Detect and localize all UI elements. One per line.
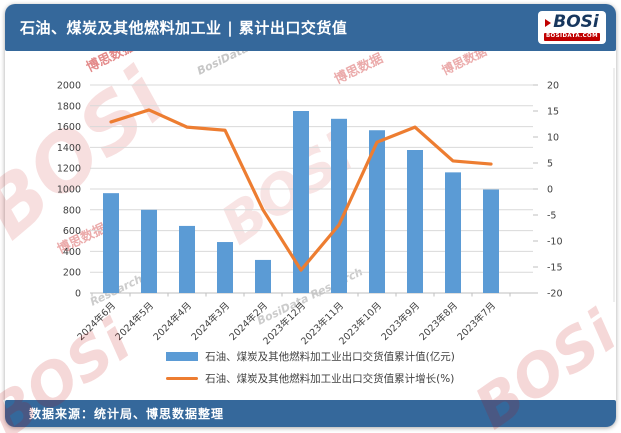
svg-text:-15: -15	[547, 263, 563, 274]
svg-text:200: 200	[63, 268, 81, 279]
bosi-logo-text: BOSi	[544, 14, 600, 31]
svg-text:2024年4月: 2024年4月	[151, 300, 194, 343]
legend-swatch-line	[166, 376, 199, 381]
svg-text:2023年9月: 2023年9月	[379, 300, 422, 343]
svg-text:15: 15	[547, 107, 559, 118]
svg-text:10: 10	[547, 133, 559, 144]
bosi-logo-site: BOSIDATA.COM	[543, 33, 600, 41]
svg-text:1400: 1400	[57, 143, 81, 154]
page-title: 石油、煤炭及其他燃料加工业 | 累计出口交货值	[20, 19, 348, 37]
svg-text:600: 600	[63, 226, 81, 237]
svg-text:800: 800	[63, 205, 81, 216]
svg-text:2023年8月: 2023年8月	[417, 300, 460, 343]
svg-text:1200: 1200	[57, 164, 81, 175]
svg-text:400: 400	[63, 247, 81, 258]
svg-text:-5: -5	[547, 211, 556, 222]
svg-text:2023年7月: 2023年7月	[455, 300, 498, 343]
data-source-text: 数据来源：统计局、博思数据整理	[29, 407, 225, 421]
svg-text:-10: -10	[547, 237, 563, 248]
svg-text:1000: 1000	[57, 185, 81, 196]
footer-bar: 数据来源：统计局、博思数据整理	[5, 400, 616, 427]
logo-triangle-icon	[545, 18, 552, 27]
svg-text:0: 0	[547, 185, 553, 196]
legend-label-line-series: 石油、煤炭及其他燃料加工业出口交货值累计增长(%)	[205, 373, 455, 385]
svg-text:20: 20	[547, 81, 559, 92]
combo-chart-canvas: 0200400600800100012001400160018002000-20…	[57, 68, 615, 347]
svg-text:0: 0	[75, 289, 81, 300]
svg-text:5: 5	[547, 159, 553, 170]
svg-text:2024年6月: 2024年6月	[75, 300, 118, 343]
legend-swatch-bar	[166, 352, 199, 361]
svg-text:2024年5月: 2024年5月	[113, 300, 156, 343]
header-bar: 石油、煤炭及其他燃料加工业 | 累计出口交货值 BOSi BOSIDATA.CO…	[5, 4, 616, 51]
legend-item-bar-series: 石油、煤炭及其他燃料加工业出口交货值累计值(亿元)	[166, 349, 455, 364]
svg-text:1600: 1600	[57, 122, 81, 133]
svg-text:2000: 2000	[57, 81, 81, 92]
svg-text:1800: 1800	[57, 101, 81, 112]
chart-legend: 石油、煤炭及其他燃料加工业出口交货值累计值(亿元) 石油、煤炭及其他燃料加工业出…	[0, 349, 621, 386]
svg-text:2024年3月: 2024年3月	[189, 300, 232, 343]
legend-label-bar-series: 石油、煤炭及其他燃料加工业出口交货值累计值(亿元)	[205, 351, 455, 363]
bosi-logo: BOSi BOSIDATA.COM	[537, 11, 606, 44]
logo-wordmark: BOSi	[553, 12, 599, 33]
legend-item-line-series: 石油、煤炭及其他燃料加工业出口交货值累计增长(%)	[166, 371, 454, 386]
svg-text:-20: -20	[547, 289, 563, 300]
